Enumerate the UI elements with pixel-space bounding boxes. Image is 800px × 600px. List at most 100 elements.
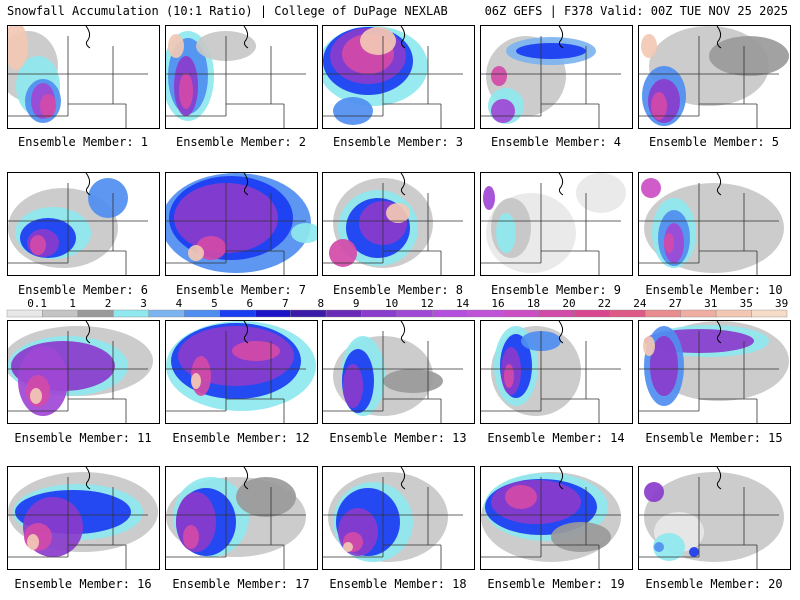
member-caption: Ensemble Member: 18	[329, 577, 467, 591]
river-line	[558, 26, 564, 49]
member-caption: Ensemble Member: 5	[648, 135, 780, 149]
snowfall-contour	[709, 36, 789, 76]
snowfall-contour	[40, 94, 56, 118]
river-line	[400, 173, 406, 196]
member-caption: Ensemble Member: 8	[332, 283, 464, 297]
legend-tick-label: 2	[105, 298, 112, 310]
snowfall-contour	[664, 233, 674, 253]
river-line	[243, 26, 249, 49]
snowfall-contour	[516, 43, 586, 59]
snowfall-map	[323, 467, 474, 569]
snowfall-contour	[654, 542, 664, 552]
snowfall-contour	[291, 223, 317, 243]
legend-tick-label: 12	[421, 298, 434, 310]
snowfall-contour	[191, 373, 201, 389]
snowfall-contour	[236, 477, 296, 517]
legend-swatch	[113, 309, 150, 318]
river-line	[716, 321, 722, 344]
legend-swatch	[574, 309, 610, 318]
member-caption: Ensemble Member: 16	[14, 577, 152, 591]
legend-swatch	[254, 309, 291, 318]
snowfall-map	[639, 26, 790, 128]
member-map-panel	[638, 320, 791, 424]
legend-swatch	[290, 309, 327, 318]
snowfall-contour	[333, 97, 373, 125]
legend-tick-label: 14	[456, 298, 470, 310]
member-caption: Ensemble Member: 9	[490, 283, 622, 297]
snowfall-contour	[168, 34, 184, 58]
snowfall-contour	[653, 533, 685, 561]
legend-swatch	[361, 309, 398, 318]
snowfall-map	[166, 26, 317, 128]
member-caption: Ensemble Member: 10	[645, 283, 783, 297]
member-caption: Ensemble Member: 1	[17, 135, 149, 149]
member-caption: Ensemble Member: 15	[645, 431, 783, 445]
member-caption: Ensemble Member: 13	[329, 431, 467, 445]
member-map-panel	[322, 466, 475, 570]
snowfall-map	[639, 321, 790, 423]
snowfall-map	[323, 173, 474, 275]
legend-tick-label: 24	[633, 298, 647, 310]
snowfall-contour	[644, 482, 664, 502]
legend-swatch	[325, 309, 362, 318]
legend-tick-label: 7	[282, 298, 289, 310]
member-map-panel	[638, 25, 791, 129]
legend-tick-label: 5	[211, 298, 218, 310]
legend-tick-label: 6	[247, 298, 254, 310]
river-line	[85, 321, 91, 344]
member-caption: Ensemble Member: 17	[172, 577, 310, 591]
member-map-panel	[165, 25, 318, 129]
legend-swatch	[42, 309, 79, 318]
member-map-panel	[7, 466, 160, 570]
snowfall-contour	[689, 547, 699, 557]
snowfall-map	[481, 467, 632, 569]
river-line	[85, 26, 91, 49]
snowfall-contour	[383, 369, 443, 393]
legend-tick-label: 20	[562, 298, 575, 310]
member-map-panel	[638, 466, 791, 570]
legend-tick-label: 35	[740, 298, 753, 310]
member-map-panel	[165, 320, 318, 424]
river-line	[716, 173, 722, 196]
member-map-panel	[322, 172, 475, 276]
snowfall-map	[166, 173, 317, 275]
legend-swatch	[467, 309, 504, 318]
snowfall-contour	[183, 525, 199, 549]
snowfall-map	[8, 173, 159, 275]
snowfall-contour	[483, 186, 495, 210]
legend-swatch	[644, 309, 681, 318]
river-line	[716, 26, 722, 49]
snowfall-map	[639, 173, 790, 275]
snowfall-contour	[491, 99, 515, 123]
snowfall-contour	[329, 239, 357, 267]
snowfall-contour	[650, 336, 678, 396]
snowfall-map	[166, 467, 317, 569]
snowfall-contour	[343, 364, 363, 408]
snowfall-contour	[641, 178, 661, 198]
legend-swatch	[432, 309, 469, 318]
river-line	[243, 321, 249, 344]
snowfall-map	[166, 321, 317, 423]
snowfall-contour	[27, 534, 39, 550]
legend-tick-label: 31	[704, 298, 717, 310]
legend-swatch	[77, 309, 114, 318]
legend-swatch	[751, 309, 788, 318]
member-map-panel	[322, 25, 475, 129]
river-line	[400, 321, 406, 344]
snowfall-map	[481, 26, 632, 128]
member-caption: Ensemble Member: 20	[645, 577, 783, 591]
river-line	[243, 467, 249, 490]
color-scale-legend: 0.1 1 2 3 4 5 6 7 8 9 10 12 14 16 18 20 22 24 27 31 35 39	[6, 298, 788, 318]
snowfall-contour	[8, 26, 28, 70]
run-info: 06Z GEFS | F378 Valid: 00Z TUE NOV 25 20…	[484, 4, 788, 18]
river-line	[243, 173, 249, 196]
snowfall-map	[8, 26, 159, 128]
snowfall-contour	[491, 480, 581, 524]
snowfall-contour	[651, 92, 667, 120]
snowfall-contour	[576, 173, 626, 213]
snowfall-contour	[343, 542, 353, 552]
legend-tick-label: 39	[775, 298, 788, 310]
member-map-panel	[480, 172, 633, 276]
snowfall-map	[639, 467, 790, 569]
river-line	[400, 26, 406, 49]
